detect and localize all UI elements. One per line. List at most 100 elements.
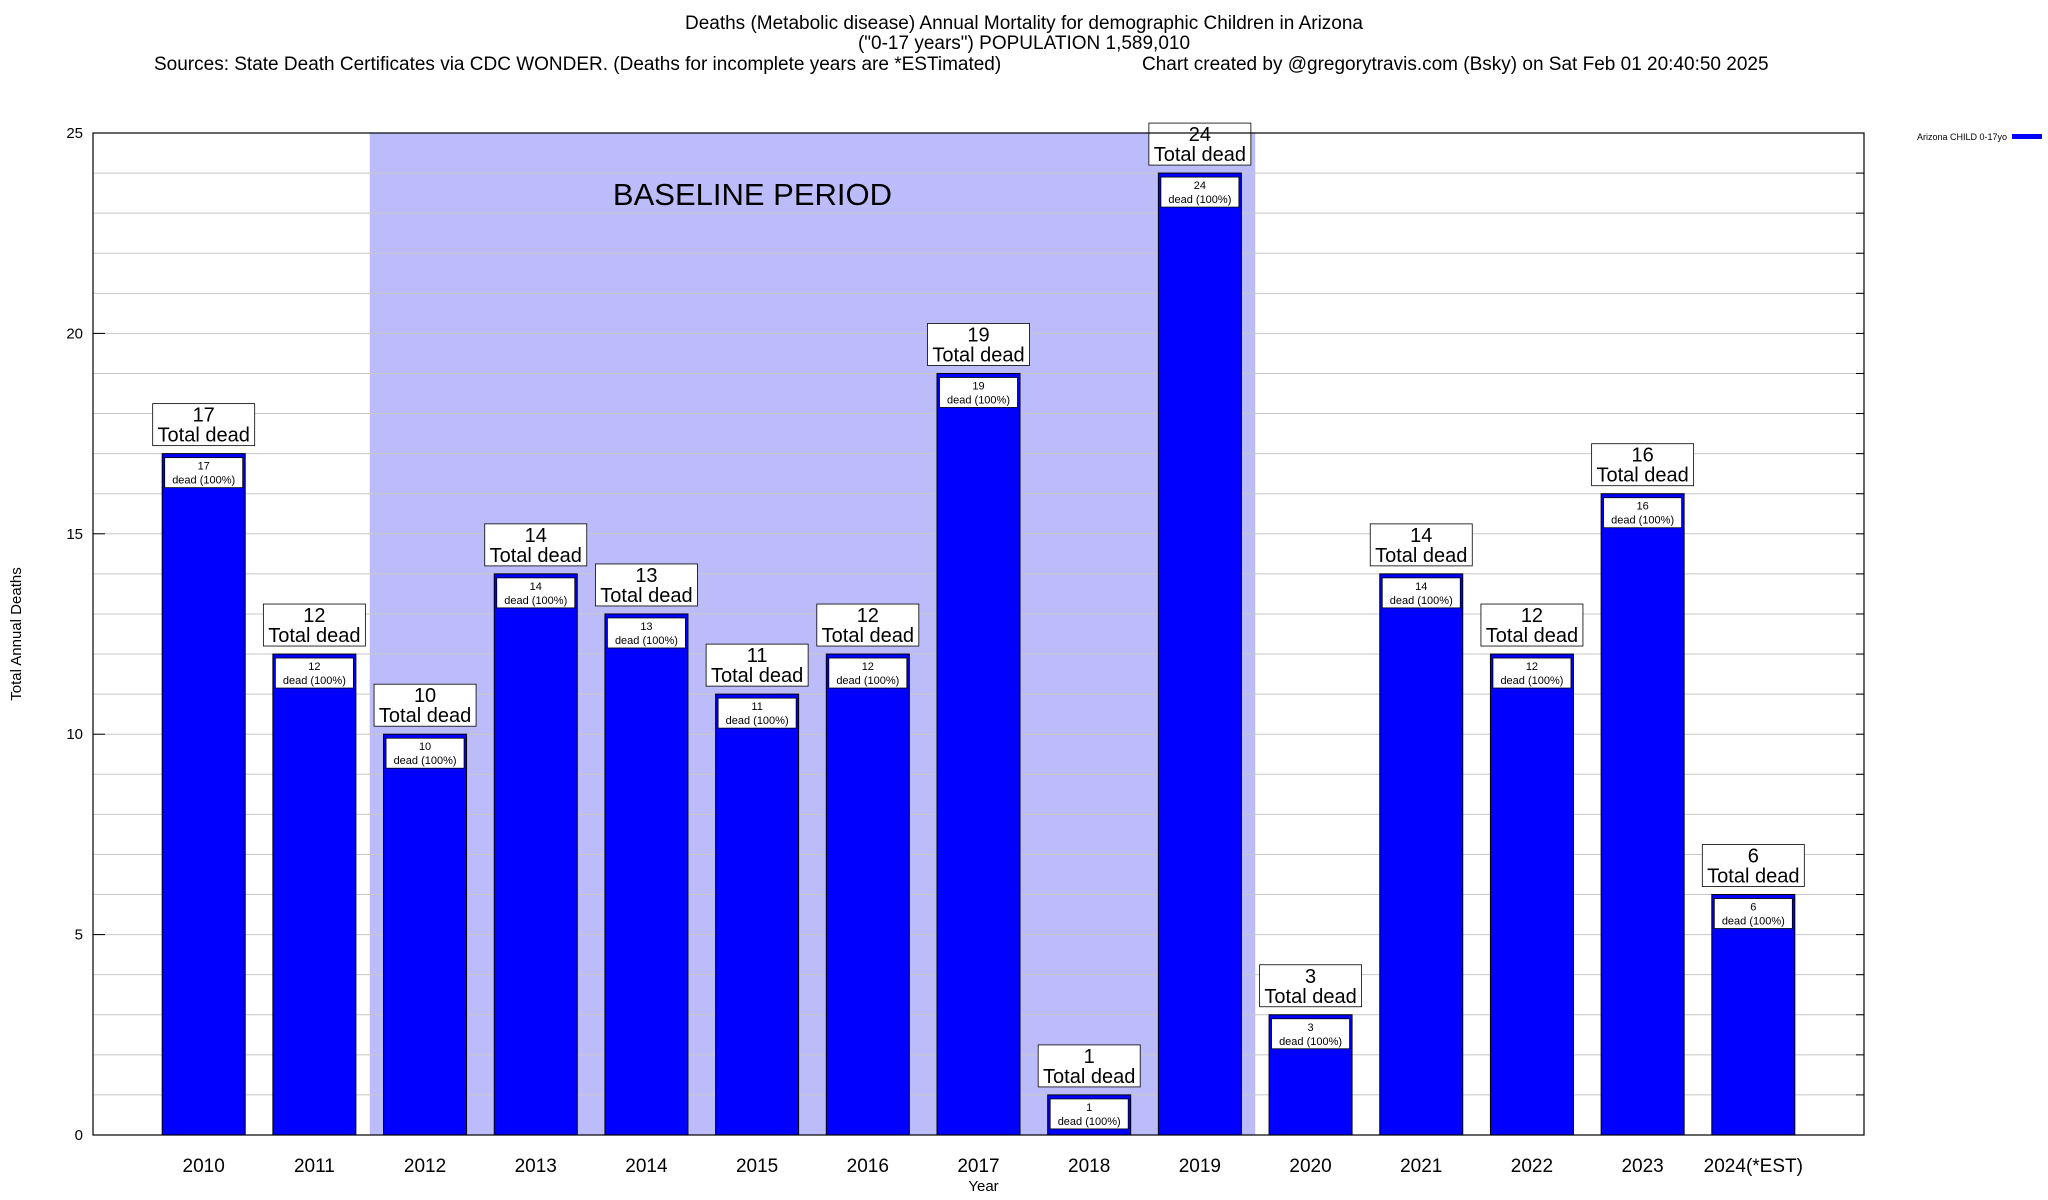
bar-total-suffix-label: Total dead: [822, 625, 914, 647]
bar: [604, 613, 689, 1136]
bar-total-label-box: [484, 523, 588, 567]
bar-total-value-label: 14: [1410, 525, 1432, 547]
bar-inner-suffix-label: dead (100%): [504, 595, 567, 607]
bar-total-value-label: 16: [1632, 445, 1654, 467]
legend-label: Arizona CHILD 0-17yo: [1917, 132, 2007, 142]
bar-inner-suffix-label: dead (100%): [172, 475, 235, 487]
x-tick-label: 2023: [1621, 1156, 1663, 1177]
bar-total-suffix-label: Total dead: [158, 425, 250, 447]
bar-inner-suffix-label: dead (100%): [1611, 515, 1674, 527]
bar-total-suffix-label: Total dead: [1264, 986, 1356, 1008]
bar-total-label-box: [816, 603, 920, 647]
bar-total-label-box: [1259, 964, 1362, 1008]
bar-inner-value-label: 14: [530, 581, 542, 593]
bar: [1489, 653, 1574, 1136]
bar-inner-value-label: 12: [862, 661, 874, 673]
bar: [1157, 172, 1242, 1136]
bar: [1600, 493, 1685, 1136]
bar-total-suffix-label: Total dead: [490, 545, 582, 567]
bar-inner-label-box: [717, 697, 797, 729]
bar-total-suffix-label: Total dead: [600, 585, 692, 607]
bar-inner-suffix-label: dead (100%): [615, 635, 678, 647]
bar-total-value-label: 6: [1748, 846, 1759, 868]
chart-subtitle: ("0-17 years") POPULATION 1,589,010: [857, 33, 1191, 54]
bar-total-suffix-label: Total dead: [379, 705, 471, 727]
bar-total-suffix-label: Total dead: [1486, 625, 1578, 647]
bar-total-value-label: 17: [193, 405, 215, 427]
bar-total-label-box: [1148, 122, 1252, 166]
chart-sources: Sources: State Death Certificates via CD…: [154, 54, 1002, 75]
legend-swatch: [2012, 134, 2042, 139]
bar-total-suffix-label: Total dead: [711, 665, 803, 687]
bar-total-value-label: 14: [525, 525, 547, 547]
bar-total-label-box: [1480, 603, 1584, 647]
bar-total-value-label: 19: [967, 324, 989, 346]
bar-inner-suffix-label: dead (100%): [947, 394, 1010, 406]
bar-inner-value-label: 17: [198, 461, 210, 473]
x-tick-label: 2022: [1511, 1156, 1553, 1177]
bar-inner-suffix-label: dead (100%): [1500, 675, 1563, 687]
bar-inner-value-label: 6: [1750, 902, 1756, 914]
bar-total-suffix-label: Total dead: [932, 344, 1024, 366]
bar-inner-value-label: 10: [419, 741, 431, 753]
x-tick-label: 2012: [404, 1156, 446, 1177]
bar-inner-suffix-label: dead (100%): [1058, 1116, 1121, 1128]
bar: [161, 453, 246, 1136]
y-tick-label: 15: [66, 526, 83, 543]
bar-total-value-label: 12: [303, 605, 325, 627]
bar-total-suffix-label: Total dead: [1375, 545, 1467, 567]
y-tick-label: 20: [66, 325, 83, 342]
baseline-period-label: BASELINE PERIOD: [613, 177, 892, 212]
bar-inner-label-box: [1713, 898, 1793, 929]
bar-inner-suffix-label: dead (100%): [1390, 595, 1453, 607]
x-tick-label: 2016: [847, 1156, 889, 1177]
chart-title-block: Deaths (Metabolic disease) Annual Mortal…: [0, 14, 2048, 54]
bar-total-value-label: 3: [1305, 966, 1316, 988]
bar-inner-label-box: [1381, 577, 1461, 609]
y-axis-title: Total Annual Deaths: [8, 567, 25, 700]
x-tick-label: 2024(*EST): [1704, 1156, 1803, 1177]
bar-total-suffix-label: Total dead: [1043, 1066, 1135, 1088]
bar-inner-label-box: [828, 657, 908, 689]
bar: [715, 693, 800, 1136]
bar-total-label-box: [595, 563, 698, 607]
bar: [272, 653, 357, 1136]
bar-total-suffix-label: Total dead: [1707, 866, 1799, 888]
bar-inner-value-label: 12: [308, 661, 320, 673]
bar: [383, 733, 468, 1136]
bar-inner-label-box: [385, 737, 465, 769]
bar-total-label-box: [1591, 443, 1695, 487]
bar-total-suffix-label: Total dead: [1596, 465, 1688, 487]
bar: [1379, 573, 1464, 1136]
x-tick-label: 2015: [736, 1156, 778, 1177]
bar-total-value-label: 1: [1084, 1046, 1095, 1068]
bar-total-label-box: [1369, 523, 1473, 567]
x-tick-label: 2018: [1068, 1156, 1110, 1177]
x-tick-label: 2011: [294, 1156, 335, 1177]
bar-total-label-box: [927, 323, 1030, 366]
bar-inner-label-box: [274, 657, 354, 689]
x-tick-label: 2017: [957, 1156, 999, 1177]
chart-title: Deaths (Metabolic disease) Annual Mortal…: [684, 13, 1363, 34]
bar-total-value-label: 12: [857, 605, 879, 627]
bar-total-value-label: 11: [747, 645, 768, 667]
bar-inner-value-label: 14: [1415, 581, 1427, 593]
y-tick-label: 5: [75, 927, 83, 944]
bar-inner-value-label: 1: [1086, 1102, 1092, 1114]
bar-inner-label-box: [1160, 176, 1240, 208]
x-tick-label: 2010: [183, 1156, 225, 1177]
bar-inner-value-label: 12: [1526, 661, 1538, 673]
bar-inner-label-box: [496, 577, 576, 609]
plot-frame: [92, 132, 1865, 1136]
x-axis-title: Year: [968, 1178, 998, 1195]
chart-credit: Chart created by @gregorytravis.com (Bsk…: [1142, 54, 1769, 75]
bar-inner-value-label: 16: [1637, 501, 1649, 513]
bar: [825, 653, 910, 1136]
legend: Arizona CHILD 0-17yo: [1917, 132, 2042, 142]
bar-inner-suffix-label: dead (100%): [283, 675, 346, 687]
bar-inner-suffix-label: dead (100%): [1722, 916, 1785, 928]
bar-inner-value-label: 13: [640, 621, 652, 633]
bar-total-value-label: 24: [1189, 124, 1211, 146]
x-tick-label: 2019: [1179, 1156, 1221, 1177]
